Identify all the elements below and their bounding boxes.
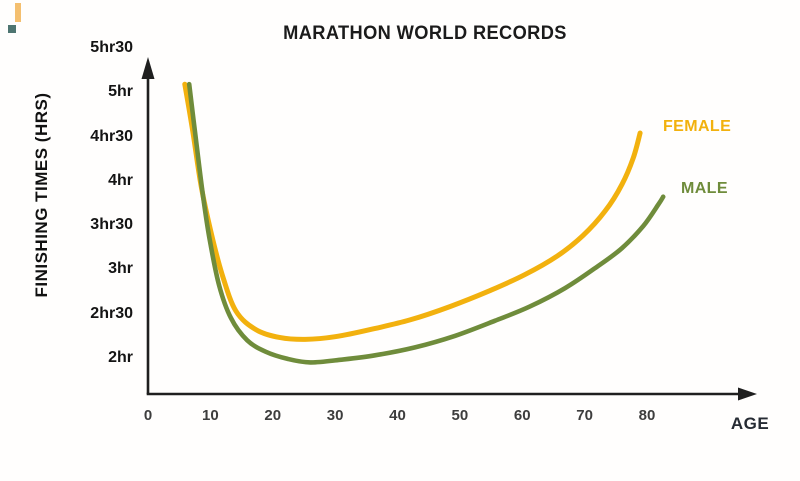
- x-tick-label: 80: [638, 407, 656, 424]
- legend-male-label: MALE: [681, 180, 728, 197]
- corner-logo-bar: [15, 3, 21, 22]
- y-tick-label: 4hr30: [90, 127, 133, 145]
- y-tick-label: 5hr: [108, 83, 133, 101]
- y-tick-label: 3hr30: [90, 216, 133, 234]
- corner-logo-square: [8, 25, 16, 33]
- chart-title: MARATHON WORLD RECORDS: [283, 23, 567, 44]
- x-tick-label: 60: [513, 407, 531, 424]
- x-tick-label: 0: [143, 407, 153, 424]
- x-tick-label: 20: [264, 407, 282, 424]
- male-curve: [186, 81, 666, 365]
- y-axis-arrow-icon: [141, 57, 155, 79]
- x-tick-label: 10: [202, 407, 219, 424]
- x-tick-label: 40: [389, 407, 406, 424]
- y-tick-label: 2hr: [108, 349, 133, 366]
- y-tick-label: 4hr: [108, 171, 133, 189]
- y-tick-label: 3hr: [108, 260, 133, 278]
- female-curve: [182, 81, 643, 342]
- y-tick-label: 2hr30: [90, 304, 133, 322]
- x-axis-arrow-icon: [738, 387, 757, 401]
- x-tick-label: 50: [451, 407, 469, 424]
- legend-female-label: FEMALE: [663, 118, 732, 135]
- y-tick-label: 5hr30: [90, 38, 133, 56]
- x-tick-label: 70: [576, 407, 593, 424]
- x-axis-title: AGE: [730, 414, 770, 433]
- x-tick-label: 30: [326, 407, 344, 424]
